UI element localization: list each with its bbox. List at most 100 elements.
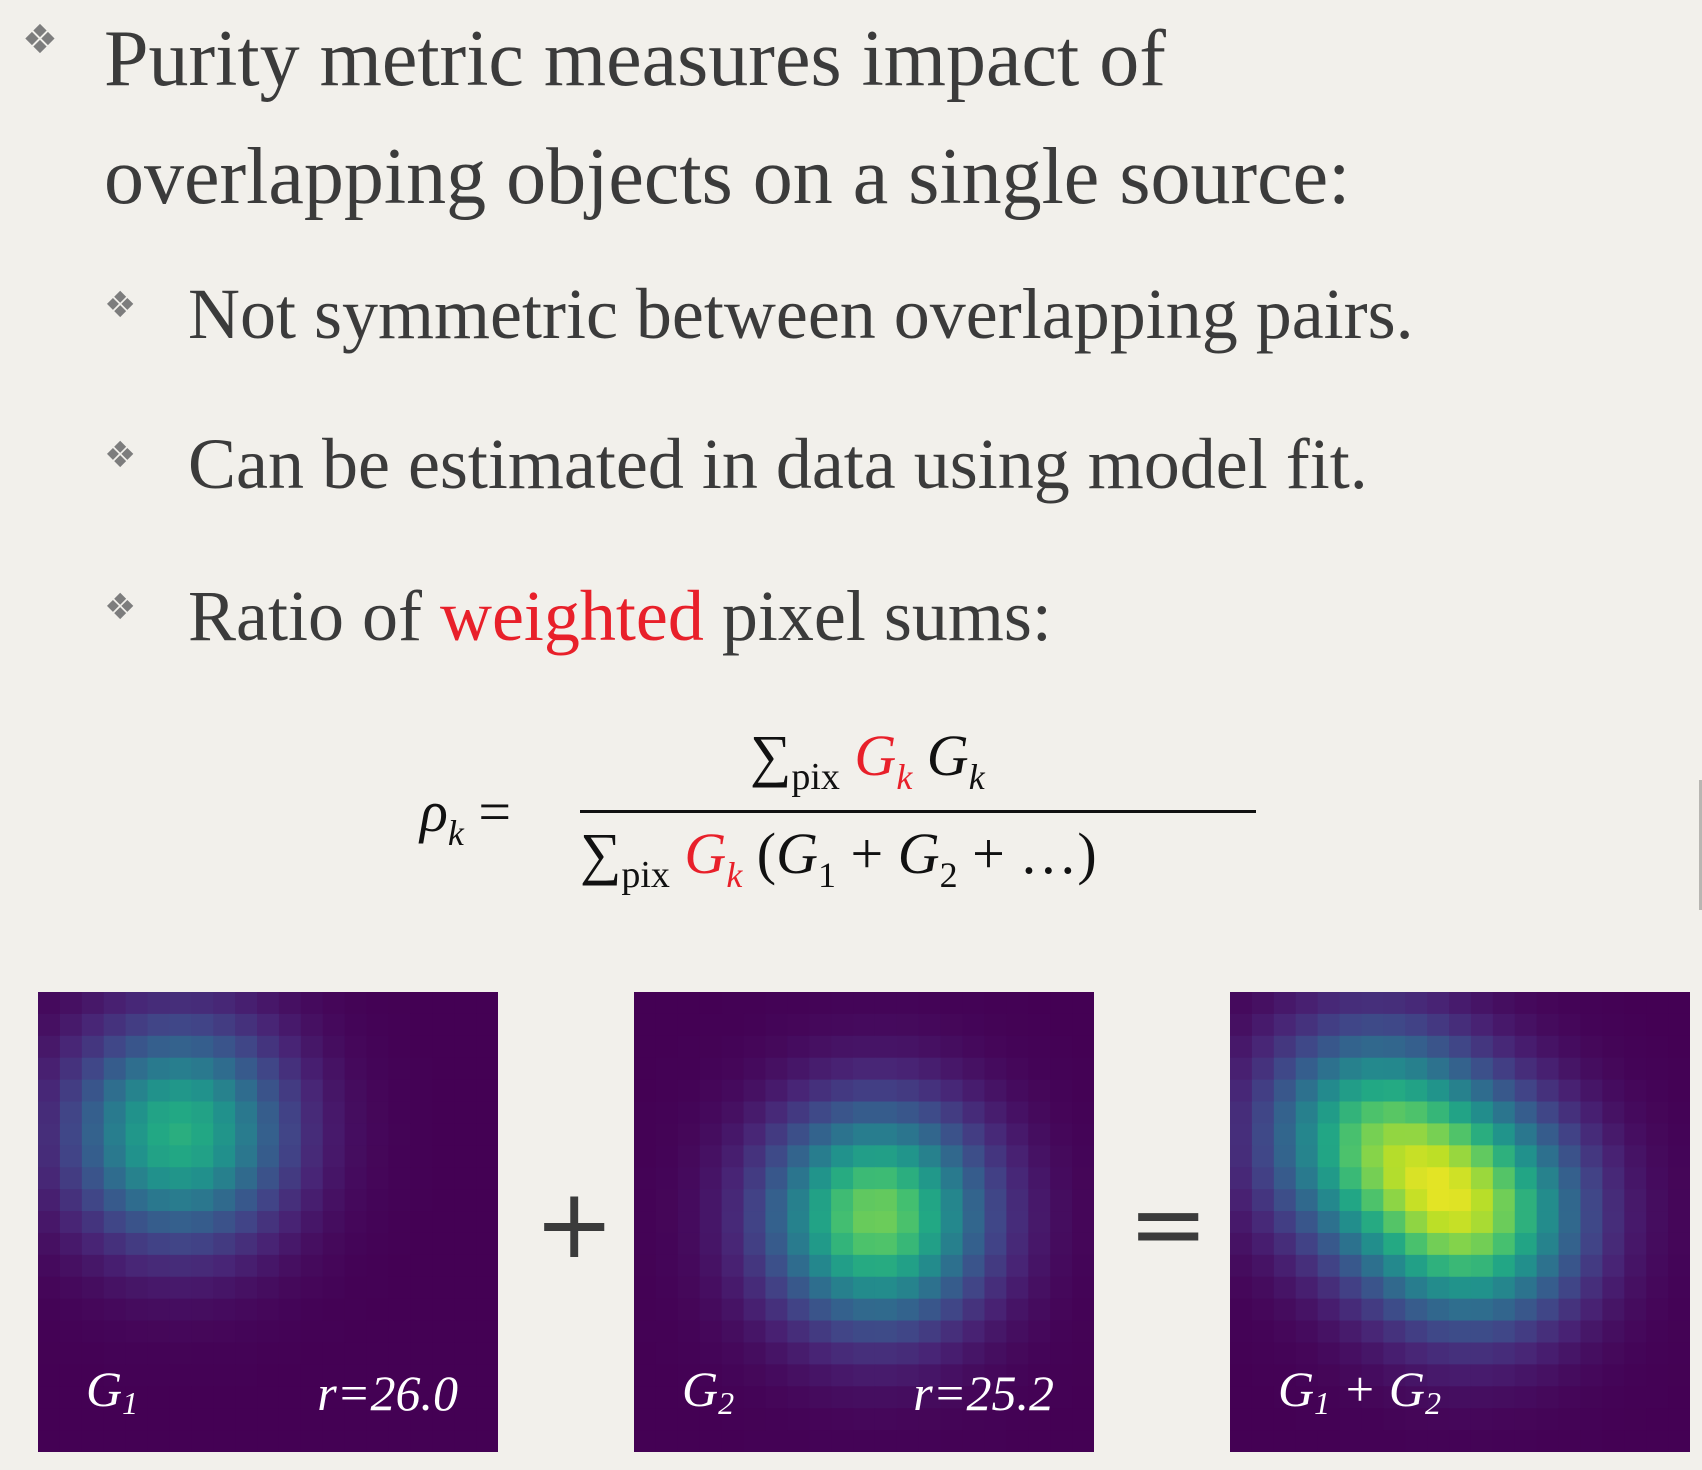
pixel-cell	[1361, 1123, 1384, 1146]
pixel-cell	[1405, 1364, 1428, 1387]
pixel-cell	[235, 1232, 258, 1256]
pixel-cell	[344, 1145, 368, 1168]
pixel-cell	[213, 1079, 236, 1103]
pixel-cell	[1602, 1386, 1625, 1409]
sub-bullet-1: ❖ Not symmetric between overlapping pair…	[0, 274, 1702, 364]
pixel-cell	[1273, 1101, 1297, 1125]
pixel-cell	[278, 1320, 302, 1344]
pixel-cell	[410, 1013, 433, 1037]
pixel-cell	[432, 1386, 455, 1409]
pixel-cell	[1470, 1276, 1494, 1300]
pixel-cell	[1028, 1364, 1051, 1387]
pixel-cell	[699, 1232, 723, 1256]
formula-equals: =	[463, 779, 512, 844]
pixel-cell	[388, 1189, 411, 1212]
pixel-cell	[410, 1123, 433, 1146]
pixel-cell	[257, 1276, 280, 1300]
pixel-cell	[388, 1430, 411, 1452]
main-bullet-text: Purity metric measures impact of overlap…	[104, 0, 1350, 236]
pixel-cell	[235, 1189, 258, 1212]
pixel-cell	[1427, 1386, 1450, 1409]
pixel-cell	[765, 1101, 788, 1125]
pixel-cell	[1470, 1189, 1494, 1212]
pixel-cell	[388, 1101, 411, 1125]
pixel-cell	[1558, 1013, 1582, 1037]
pixel-cell	[721, 1211, 745, 1234]
pixel-cell	[213, 1057, 236, 1081]
pixel-cell	[147, 1254, 171, 1278]
pixel-cell	[410, 1057, 433, 1081]
pixel-cell	[1470, 1298, 1494, 1322]
pixel-cell	[1028, 1342, 1051, 1365]
pixel-cell	[235, 1211, 258, 1234]
pixel-cell	[721, 992, 745, 1015]
pixel-cell	[81, 1386, 105, 1409]
pixel-cell	[1602, 1123, 1625, 1146]
pixel-cell	[1405, 1298, 1428, 1322]
pixel-cell	[322, 992, 346, 1015]
pixel-cell	[896, 1057, 920, 1081]
pixel-cell	[787, 1364, 810, 1387]
pixel-cell	[278, 1276, 302, 1300]
pixel-cell	[125, 1211, 149, 1234]
pixel-cell	[1028, 1211, 1051, 1234]
panel-g2: G2 r=25.2	[634, 992, 1094, 1452]
pixel-cell	[1251, 1211, 1275, 1234]
pixel-cell	[169, 1013, 192, 1037]
pixel-cell	[366, 1123, 390, 1146]
pixel-cell	[677, 1408, 701, 1431]
pixel-cell	[278, 1189, 302, 1212]
pixel-cell	[1405, 1013, 1428, 1037]
pixel-cell	[918, 1211, 942, 1234]
pixel-cell	[476, 1057, 498, 1081]
pixel-cell	[1514, 1145, 1538, 1168]
pixel-cell	[1602, 1254, 1625, 1278]
pixel-cell	[831, 1167, 854, 1190]
pixel-cell	[169, 1189, 192, 1212]
pixel-cell	[1646, 1386, 1669, 1409]
pixel-cell	[1449, 1211, 1472, 1234]
pixel-cell	[454, 1211, 477, 1234]
weight-g: G	[854, 723, 897, 788]
pixel-cell	[1602, 1298, 1625, 1322]
pixel-cell	[1405, 1167, 1428, 1190]
pixel-cell	[103, 1167, 127, 1190]
pixel-cell	[677, 1101, 701, 1125]
pixel-cell	[1580, 1298, 1603, 1322]
pixel-cell	[103, 1035, 127, 1059]
pixel-cell	[1624, 1035, 1647, 1059]
pixel-cell	[454, 1232, 477, 1256]
pixel-cell	[1558, 1232, 1582, 1256]
pixel-cell	[1050, 1211, 1073, 1234]
pixel-cell	[1361, 1079, 1384, 1103]
pixel-cell	[984, 1276, 1007, 1300]
pixel-cell	[344, 1320, 368, 1344]
pixel-cell	[103, 1386, 127, 1409]
formula-numerator: ∑pix Gk Gk	[750, 722, 985, 799]
pixel-cell	[103, 1189, 127, 1212]
pixel-cell	[257, 1298, 280, 1322]
pixel-cell	[454, 1145, 477, 1168]
pixel-cell	[1602, 1101, 1625, 1125]
pixel-cell	[1339, 1276, 1363, 1300]
pixel-cell	[1449, 1408, 1472, 1431]
pixel-cell	[1646, 1298, 1669, 1322]
panel-label-subscript-2: 2	[1424, 1385, 1441, 1421]
pixel-cell	[125, 1276, 149, 1300]
pixel-cell	[1317, 1276, 1341, 1300]
pixel-cell	[853, 1013, 876, 1037]
pixel-cell	[278, 1057, 302, 1081]
pixel-cell	[1405, 1123, 1428, 1146]
pixel-cell	[1470, 1035, 1494, 1059]
pixel-cell	[213, 1211, 236, 1234]
pixel-cell	[1449, 1386, 1472, 1409]
pixel-cell	[322, 1430, 346, 1452]
pixel-cell	[918, 1101, 942, 1125]
pixel-cell	[103, 1430, 127, 1452]
pixel-cell	[831, 1123, 854, 1146]
pixel-cell	[1006, 1123, 1029, 1146]
pixel-cell	[918, 1232, 942, 1256]
pixel-cell	[1251, 992, 1275, 1015]
pixel-cell	[1317, 1320, 1341, 1344]
pixel-cell	[38, 1211, 61, 1234]
